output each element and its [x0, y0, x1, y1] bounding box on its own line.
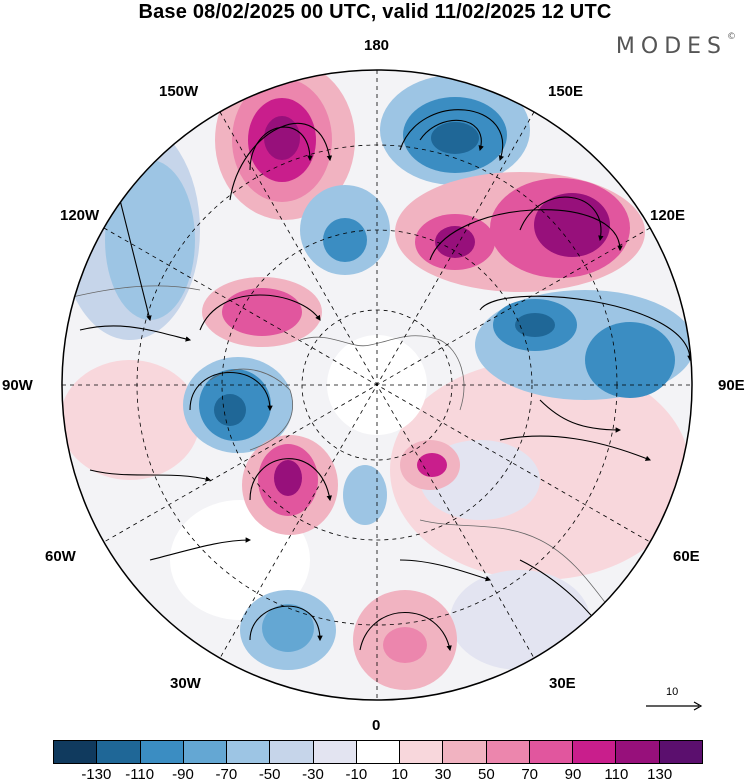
colorbar-tick-label: 110	[604, 766, 629, 783]
reference-vector-value: 10	[666, 686, 679, 698]
colorbar-swatch	[529, 741, 574, 763]
colorbar-tick-label: -110	[125, 766, 155, 783]
colorbar-swatch	[486, 741, 530, 763]
colorbar-tick-label: 30	[434, 766, 452, 783]
colorbar-swatch	[659, 741, 702, 763]
modes-logo: MODES©	[615, 32, 736, 59]
map-boundary	[61, 69, 693, 701]
label-150e: 150E	[548, 83, 584, 100]
map-title: Base 08/02/2025 00 UTC, valid 11/02/2025…	[138, 1, 612, 23]
colorbar-swatch	[573, 741, 617, 763]
colorbar-tick-label: -130	[81, 766, 112, 783]
colorbar-tick-label: 130	[647, 766, 673, 783]
colorbar-tick-label: 10	[391, 766, 408, 783]
colorbar-swatch	[270, 741, 314, 763]
colorbar-swatch	[183, 741, 228, 763]
colorbar-tick-label: -90	[172, 766, 194, 783]
colorbar-tick-label: -70	[215, 766, 238, 783]
label-180: 180	[364, 37, 390, 54]
colorbar-swatch	[400, 741, 444, 763]
reference-vector: 10	[644, 686, 704, 716]
colorbar-swatch	[54, 741, 98, 763]
label-120w: 120W	[60, 207, 100, 224]
label-90w: 90W	[2, 377, 33, 394]
anomaly-field	[62, 70, 692, 700]
label-90e: 90E	[718, 377, 745, 394]
colorbar	[53, 740, 703, 764]
label-30e: 30E	[549, 675, 576, 692]
colorbar-swatch	[227, 741, 271, 763]
colorbar-tick-label: 70	[521, 766, 538, 783]
colorbar-swatch	[97, 741, 141, 763]
colorbar-tick-label: -30	[302, 766, 324, 783]
colorbar-ticks: -130 -110 -90 -70 -50 -30 -10 10 30 50 70 90 110 130	[53, 766, 703, 783]
colorbar-tick-label: -10	[345, 766, 368, 783]
colorbar-swatch	[616, 741, 660, 763]
colorbar-swatch	[443, 741, 487, 763]
colorbar-tick-label: -50	[258, 766, 281, 783]
colorbar-swatch	[313, 741, 357, 763]
label-120e: 120E	[650, 207, 686, 224]
colorbar-tick-label: 90	[564, 766, 582, 783]
colorbar-swatch	[356, 741, 401, 763]
label-60w: 60W	[45, 548, 76, 565]
label-150w: 150W	[159, 83, 199, 100]
polar-stereographic-map	[61, 69, 693, 701]
label-0: 0	[372, 717, 381, 734]
label-60e: 60E	[673, 548, 700, 565]
label-30w: 30W	[170, 675, 201, 692]
colorbar-tick-label: 50	[477, 766, 495, 783]
colorbar-swatch	[140, 741, 184, 763]
